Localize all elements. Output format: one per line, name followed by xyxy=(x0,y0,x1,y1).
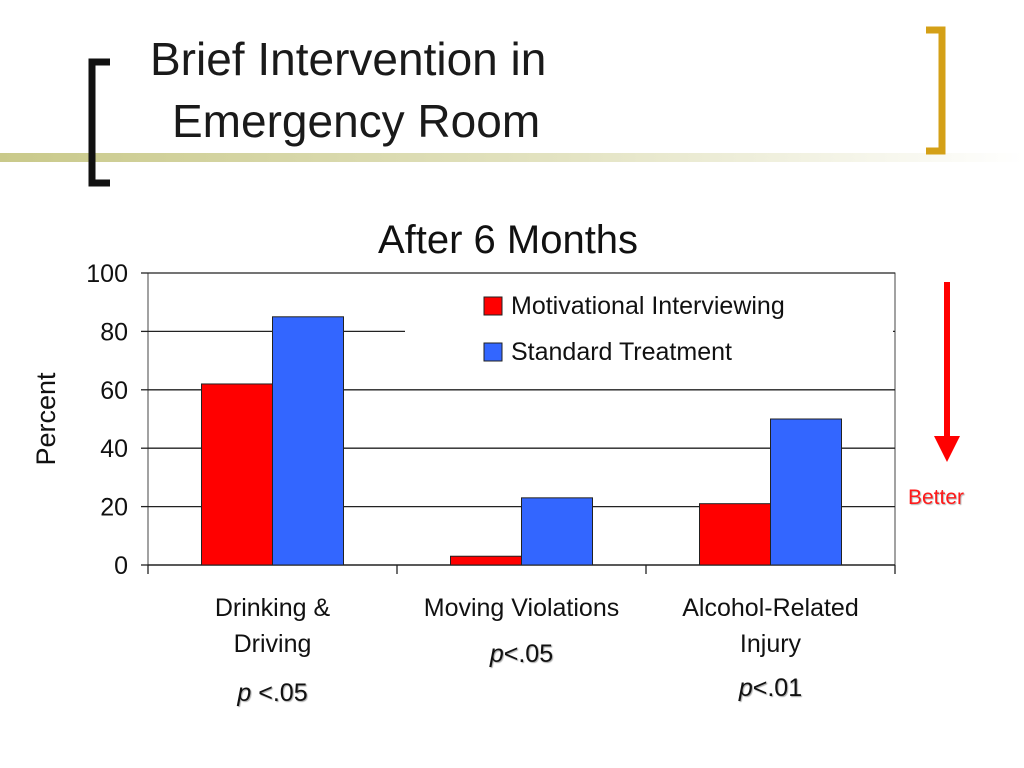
bar-mi-1 xyxy=(450,555,522,566)
left-bracket xyxy=(88,58,110,187)
x-category-label-line: Alcohol-Related xyxy=(682,594,859,622)
bar-mi-0 xyxy=(201,383,273,566)
bar-mi-2 xyxy=(699,503,771,566)
x-category-label-line: Drinking & xyxy=(214,594,331,622)
header-decoration xyxy=(0,26,1024,187)
legend-label-0: Motivational Interviewing xyxy=(511,292,785,320)
bar-st-0 xyxy=(272,316,344,566)
slide-title-line-1: Brief Intervention in xyxy=(150,33,547,85)
y-tick-label-20: 20 xyxy=(100,494,128,522)
y-axis-label: Percent xyxy=(31,372,61,466)
legend-label-1: Standard Treatment xyxy=(511,338,732,366)
right-bracket xyxy=(926,26,946,155)
p-value-label-2: p<.01 xyxy=(738,674,803,702)
x-category-label-line: Driving xyxy=(233,630,312,658)
x-category-label-line: Moving Violations xyxy=(423,594,620,622)
bar-st-2 xyxy=(770,418,842,566)
legend-swatch-0 xyxy=(483,296,503,316)
x-category-label-1: Moving Violations xyxy=(397,590,647,626)
chart-title: After 6 Months xyxy=(378,218,638,262)
bar-st-1 xyxy=(521,497,593,566)
y-tick-label-0: 0 xyxy=(114,552,128,580)
better-label: Better xyxy=(908,486,965,509)
x-category-label-0: Drinking & Driving xyxy=(148,590,398,662)
header-rule xyxy=(0,153,1024,162)
legend-swatch-1 xyxy=(483,342,503,362)
better-arrow-head xyxy=(934,436,960,462)
x-category-label-line: Injury xyxy=(739,630,802,658)
x-category-label-2: Alcohol-Related Injury xyxy=(646,590,896,662)
bar-chart: After 6 Months 0 20 40 60 80 100 Percent Motivat… xyxy=(31,218,960,580)
slide-title-line-2: Emergency Room xyxy=(172,95,541,147)
y-tick-label-40: 40 xyxy=(100,435,128,463)
p-value-label-1: p<.05 xyxy=(489,640,554,668)
y-tick-label-80: 80 xyxy=(100,318,128,346)
y-tick-label-100: 100 xyxy=(86,260,128,288)
p-value-label-0: p <.05 xyxy=(237,679,308,707)
y-tick-label-60: 60 xyxy=(100,377,128,405)
